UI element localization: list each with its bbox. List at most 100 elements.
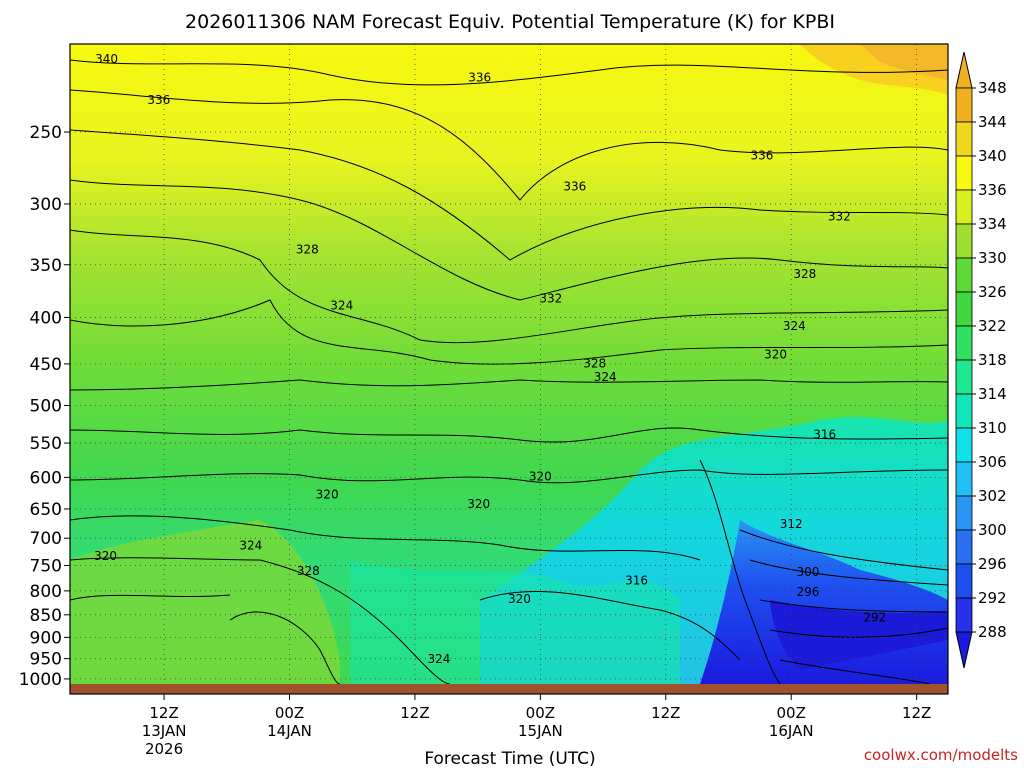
colorbar: 348 344 340 336 334 330 326 322 318 314 310 306 302 3… (955, 51, 1007, 669)
contour-line (739, 529, 948, 571)
x-tick-label: 00Z (275, 704, 304, 722)
contour-line (779, 659, 931, 684)
contour-label: 328 (583, 356, 606, 370)
plot-frame (69, 43, 949, 695)
x-tick-label: 2026 (145, 740, 183, 758)
y-axis: 2503003504004505005506006507007508008509… (19, 123, 70, 690)
contour-label: 332 (539, 291, 562, 305)
colorbar-band (955, 189, 973, 225)
warm-pool-low-left (70, 520, 340, 684)
colorbar-band (955, 393, 973, 429)
colorbar-band (955, 359, 973, 395)
y-tick-label: 850 (30, 606, 62, 626)
contour-label: 296 (796, 585, 819, 599)
y-tick-label: 500 (30, 396, 62, 416)
y-tick-label: 400 (30, 308, 62, 328)
contour-label: 328 (297, 564, 320, 578)
contour-label: 340 (95, 52, 118, 66)
colorbar-label: 330 (978, 249, 1007, 267)
colorbar-band (955, 325, 973, 361)
contour-label: 316 (813, 428, 836, 442)
x-tick-label: 12Z (400, 704, 429, 722)
colorbar-label: 288 (978, 623, 1007, 641)
colorbar-band (955, 529, 973, 565)
contour-label: 324 (428, 652, 451, 666)
contour-labels: 3403363363363363323283283323243243203283… (94, 52, 886, 666)
y-tick-label: 900 (30, 628, 62, 648)
contour-line (70, 129, 948, 261)
contour-label: 336 (750, 148, 773, 162)
y-tick-label: 750 (30, 556, 62, 576)
colorbar-extend-min (955, 631, 973, 669)
contour-line (70, 469, 948, 484)
colorbar-band (955, 87, 973, 123)
contour-line (70, 427, 948, 443)
contour-line (70, 557, 451, 684)
colorbar-band (955, 461, 973, 497)
colorbar-extend-max (955, 51, 973, 89)
colorbar-label: 322 (978, 317, 1007, 335)
teal-region-mid (350, 560, 680, 684)
x-tick-label: 13JAN (142, 722, 187, 740)
contour-label: 300 (796, 565, 819, 579)
contour-lines (70, 59, 948, 684)
contour-label: 336 (563, 180, 586, 194)
contour-line (70, 299, 948, 365)
grid (70, 44, 948, 684)
chart-title: 2026011306 NAM Forecast Equiv. Potential… (185, 11, 835, 33)
contour-line (70, 379, 948, 391)
colorbar-band (955, 291, 973, 327)
contour-label: 336 (468, 71, 491, 85)
x-tick-label: 14JAN (267, 722, 312, 740)
contour-line (749, 559, 948, 586)
colorbar-label: 314 (978, 385, 1007, 403)
contour-line (769, 627, 948, 638)
colorbar-label: 348 (978, 79, 1007, 97)
contour-line (70, 179, 948, 301)
contour-label: 312 (780, 517, 803, 531)
contour-label: 324 (783, 319, 806, 333)
y-tick-label: 1000 (19, 670, 62, 690)
contour-label: 328 (296, 242, 319, 256)
contour-line (70, 594, 231, 601)
contour-label: 320 (467, 497, 490, 511)
credit-text: coolwx.com/modelts (864, 746, 1018, 764)
colorbar-band (955, 597, 973, 633)
contour-label: 316 (625, 573, 648, 587)
colorbar-label: 302 (978, 487, 1007, 505)
y-tick-label: 550 (30, 434, 62, 454)
x-tick-label: 00Z (777, 704, 806, 722)
colorbar-label: 318 (978, 351, 1007, 369)
contour-line (229, 611, 341, 684)
y-tick-label: 800 (30, 582, 62, 602)
contour-line (759, 599, 948, 613)
colorbar-label: 300 (978, 521, 1007, 539)
y-tick-label: 700 (30, 529, 62, 549)
contour-line (479, 590, 741, 661)
contour-line (70, 59, 948, 86)
colorbar-label: 334 (978, 215, 1007, 233)
theta-e-field (70, 44, 948, 684)
y-tick-label: 950 (30, 650, 62, 670)
contour-label: 336 (147, 93, 170, 107)
x-tick-label: 12Z (651, 704, 680, 722)
contour-label: 320 (316, 488, 339, 502)
contour-label: 332 (828, 210, 851, 224)
contour-label: 324 (239, 538, 262, 552)
colorbar-band (955, 257, 973, 293)
colorbar-label: 292 (978, 589, 1007, 607)
ground-strip (70, 684, 948, 694)
y-tick-label: 350 (30, 256, 62, 276)
y-tick-label: 600 (30, 468, 62, 488)
colorbar-label: 326 (978, 283, 1007, 301)
contour-line (70, 515, 701, 561)
contour-label: 328 (793, 267, 816, 281)
contour-label: 324 (594, 370, 617, 384)
contour-label: 320 (764, 348, 787, 362)
contour-line (70, 89, 948, 201)
coldest-core (770, 600, 948, 670)
contour-line (699, 459, 781, 684)
x-tick-label: 12Z (902, 704, 931, 722)
